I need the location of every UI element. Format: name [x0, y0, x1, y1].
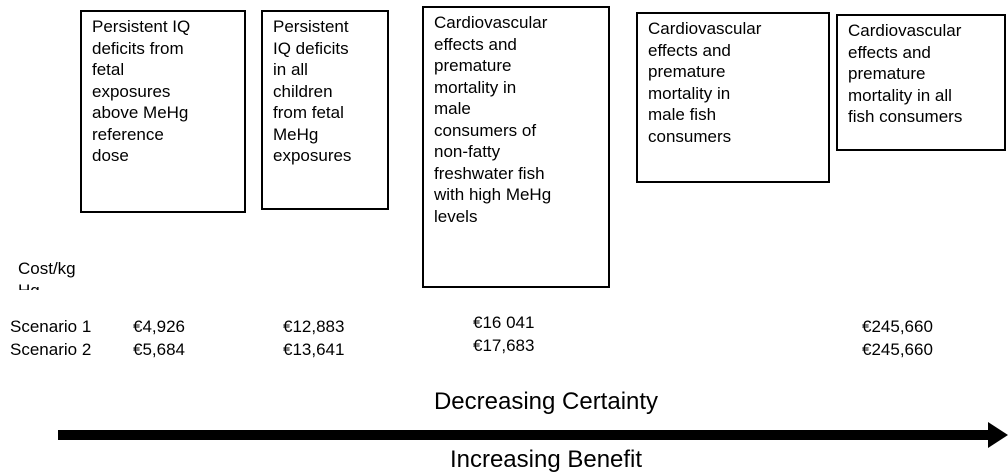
box: Persistent IQ deficits from fetal exposures…: [80, 10, 246, 213]
cost-value: €17,683: [473, 336, 535, 355]
scenario-label: Scenario 1: [10, 317, 92, 336]
box: Cardiovascular effects and premature mortal…: [636, 12, 830, 183]
box-line: dose: [92, 146, 129, 165]
cost-value: €4,926: [133, 317, 185, 336]
box-line: Cardiovascular: [648, 19, 762, 38]
box-line: levels: [434, 206, 478, 226]
box-line: above MeHg: [92, 103, 189, 122]
cost-label: Cost/kg Hg: [18, 259, 76, 290]
cost-value: €5,684: [133, 340, 185, 359]
arrow-head: [988, 422, 1008, 448]
box-line: Persistent: [273, 17, 349, 36]
arrow: [58, 422, 1008, 448]
box-line: IQ deficits: [273, 38, 349, 58]
box-line: Persistent IQ: [92, 17, 191, 36]
box: Cardiovascular effects and premature mortal…: [422, 6, 610, 288]
box-line: effects and: [648, 40, 731, 60]
box: Cardiovascular effects and premature mortal…: [836, 14, 1006, 151]
box-line: male fish: [648, 105, 717, 124]
box-line: premature: [434, 56, 512, 75]
box-line: premature: [848, 64, 926, 83]
box-line: effects and: [434, 34, 517, 54]
box-line: Cardiovascular: [848, 21, 962, 40]
cost-value: €12,883: [283, 317, 345, 336]
box-line: in all: [273, 60, 308, 79]
top-label: Decreasing Certainty: [433, 388, 659, 415]
box-line: reference: [92, 124, 164, 144]
box-line: deficits from: [92, 38, 184, 58]
box-line: children: [273, 81, 333, 101]
box-line: with high MeHg: [434, 185, 552, 204]
box-line: premature: [648, 62, 726, 81]
box-line: non-fatty: [434, 142, 501, 161]
box-line: consumers of: [434, 120, 537, 140]
scenario-label: Scenario 2: [10, 340, 92, 359]
box-line: mortality in: [434, 77, 517, 97]
box-line: mortality in: [648, 83, 731, 103]
box-line: MeHg: [273, 124, 319, 144]
box-line: effects and: [848, 42, 931, 62]
box-line: mortality in all: [848, 85, 952, 105]
box-line: freshwater fish: [434, 163, 545, 183]
box-line: consumers: [648, 126, 732, 146]
box-line: exposures: [273, 146, 352, 165]
cost-value: €245,660: [862, 317, 933, 336]
cost-value: €16 041: [473, 313, 535, 332]
cost-value: €245,660: [862, 340, 933, 359]
box-line: male: [434, 99, 471, 118]
box-line: from fetal: [273, 103, 344, 122]
box-line: exposures: [92, 81, 171, 101]
box-line: fetal: [92, 60, 125, 79]
cost-value: €13,641: [283, 340, 345, 359]
bottom-label: Increasing Benefit: [449, 446, 643, 473]
box-line: fish consumers: [848, 107, 963, 126]
box: Persistent IQ deficits in all children from …: [261, 10, 389, 210]
arrow-shaft: [58, 430, 992, 440]
box-line: Cardiovascular: [434, 13, 548, 32]
